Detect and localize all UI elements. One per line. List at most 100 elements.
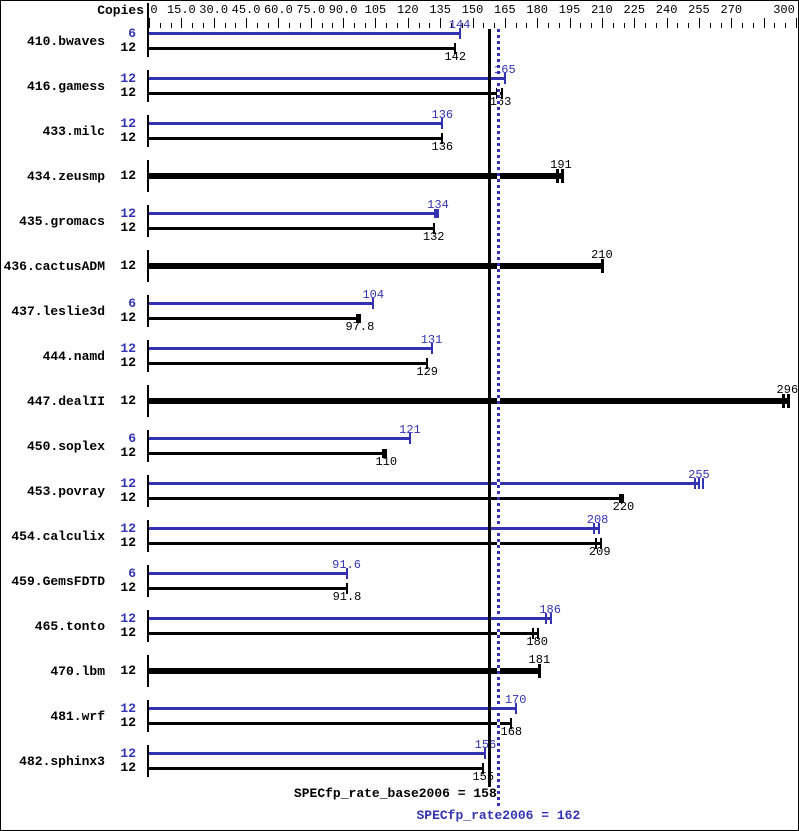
axis-major-tick xyxy=(278,18,280,28)
axis-tick-label: 75.0 xyxy=(296,3,326,17)
peak-mean-summary-label: SPECfp_rate2006 = 162 xyxy=(416,808,581,823)
bar-end-cap xyxy=(693,478,696,489)
bar-end-cap xyxy=(787,394,791,408)
axis-major-tick xyxy=(149,18,150,28)
axis-minor-tick xyxy=(591,23,593,28)
axis-minor-tick xyxy=(364,23,366,28)
base-copies-label: 12 xyxy=(120,85,136,100)
bar-end-cap xyxy=(426,358,429,369)
base-mean-summary-label: SPECfp_rate_base2006 = 158 xyxy=(293,786,497,801)
peak-copies-label: 12 xyxy=(120,206,136,221)
axis-minor-tick xyxy=(494,23,496,28)
bar-end-cap xyxy=(594,538,597,549)
axis-minor-tick xyxy=(418,23,420,28)
axis-major-tick xyxy=(407,18,409,28)
axis-minor-tick xyxy=(720,23,722,28)
peak-value-label: 104 xyxy=(362,288,385,302)
benchmark-name: 437.leslie3d xyxy=(11,304,105,319)
axis-tick-label: 195 xyxy=(558,3,581,17)
base-bar xyxy=(149,632,538,635)
axis-major-tick xyxy=(763,18,765,28)
axis-tick-label: 0 xyxy=(150,3,158,17)
base-copies-label: 12 xyxy=(120,715,136,730)
base-bar xyxy=(149,47,456,50)
axis-minor-tick xyxy=(558,23,560,28)
group-axis-spine xyxy=(147,520,149,552)
peak-copies-label: 12 xyxy=(120,476,136,491)
base-bar xyxy=(149,722,512,725)
base-copies-label: 12 xyxy=(120,130,136,145)
axis-major-tick xyxy=(504,18,506,28)
base-copies-label: 12 xyxy=(120,258,136,273)
axis-tick-label: 30.0 xyxy=(199,3,229,17)
bar-end-cap xyxy=(454,43,457,54)
group-axis-spine xyxy=(147,205,149,237)
group-axis-spine xyxy=(147,610,149,642)
base-value-label: 142 xyxy=(444,50,467,64)
bar-end-cap xyxy=(345,568,348,579)
bar-end-cap xyxy=(592,523,595,534)
base-bar-thick xyxy=(149,668,540,674)
axis-minor-tick xyxy=(548,23,549,28)
axis-major-tick xyxy=(181,18,183,28)
bar-end-cap xyxy=(372,298,375,309)
peak-bar xyxy=(149,527,598,530)
axis-minor-tick xyxy=(752,23,754,28)
peak-bar xyxy=(149,212,438,215)
bar-end-square-marker xyxy=(433,209,439,218)
peak-copies-label: 12 xyxy=(120,71,136,86)
axis-tick-label: 60.0 xyxy=(263,3,293,17)
benchmark-name: 436.cactusADM xyxy=(3,259,105,274)
peak-bar xyxy=(149,122,443,125)
bar-end-cap xyxy=(697,478,700,489)
benchmark-name: 454.calculix xyxy=(11,529,105,544)
peak-bar xyxy=(149,437,410,440)
bar-end-cap xyxy=(550,613,553,624)
base-bar xyxy=(149,497,624,500)
bar-end-cap xyxy=(701,478,704,489)
base-bar xyxy=(149,362,428,365)
base-copies-label: 12 xyxy=(120,490,136,505)
group-axis-spine xyxy=(147,295,149,327)
group-axis-spine xyxy=(147,70,149,102)
copies-column-header: Copies xyxy=(97,3,144,18)
benchmark-name: 435.gromacs xyxy=(19,214,105,229)
peak-bar xyxy=(149,707,516,710)
group-axis-spine xyxy=(147,475,149,507)
base-value-label: 209 xyxy=(588,545,611,559)
base-value-label: 132 xyxy=(422,230,445,244)
axis-minor-tick xyxy=(397,23,398,28)
axis-minor-tick xyxy=(580,23,582,28)
axis-minor-tick xyxy=(526,23,528,28)
base-bar xyxy=(149,587,347,590)
axis-minor-tick xyxy=(677,23,679,28)
peak-copies-label: 12 xyxy=(120,521,136,536)
base-bar xyxy=(149,227,434,230)
peak-value-label: 156 xyxy=(474,738,497,752)
bar-end-cap xyxy=(600,259,604,273)
bar-end-cap xyxy=(441,133,444,144)
axis-minor-tick xyxy=(515,23,517,28)
peak-bar xyxy=(149,77,505,80)
peak-bar xyxy=(149,482,699,485)
bar-end-square-marker xyxy=(382,449,388,458)
bar-end-cap xyxy=(597,523,600,534)
base-value-label: 296 xyxy=(776,383,799,397)
peak-copies-label: 12 xyxy=(120,746,136,761)
bar-end-cap xyxy=(599,538,602,549)
base-value-label: 110 xyxy=(375,455,398,469)
axis-major-tick xyxy=(569,18,571,28)
axis-minor-tick xyxy=(483,23,485,28)
axis-major-tick xyxy=(699,18,700,28)
peak-value-label: 121 xyxy=(399,423,421,437)
bar-end-cap xyxy=(560,169,564,183)
axis-major-tick xyxy=(440,18,442,28)
axis-minor-tick xyxy=(202,23,204,28)
bar-end-cap xyxy=(408,433,411,444)
benchmark-name: 434.zeusmp xyxy=(26,169,105,184)
group-axis-spine xyxy=(147,340,149,372)
bar-end-cap xyxy=(430,343,433,354)
base-bar-thick xyxy=(149,398,788,404)
axis-minor-tick xyxy=(235,23,237,28)
axis-major-tick xyxy=(375,18,377,28)
